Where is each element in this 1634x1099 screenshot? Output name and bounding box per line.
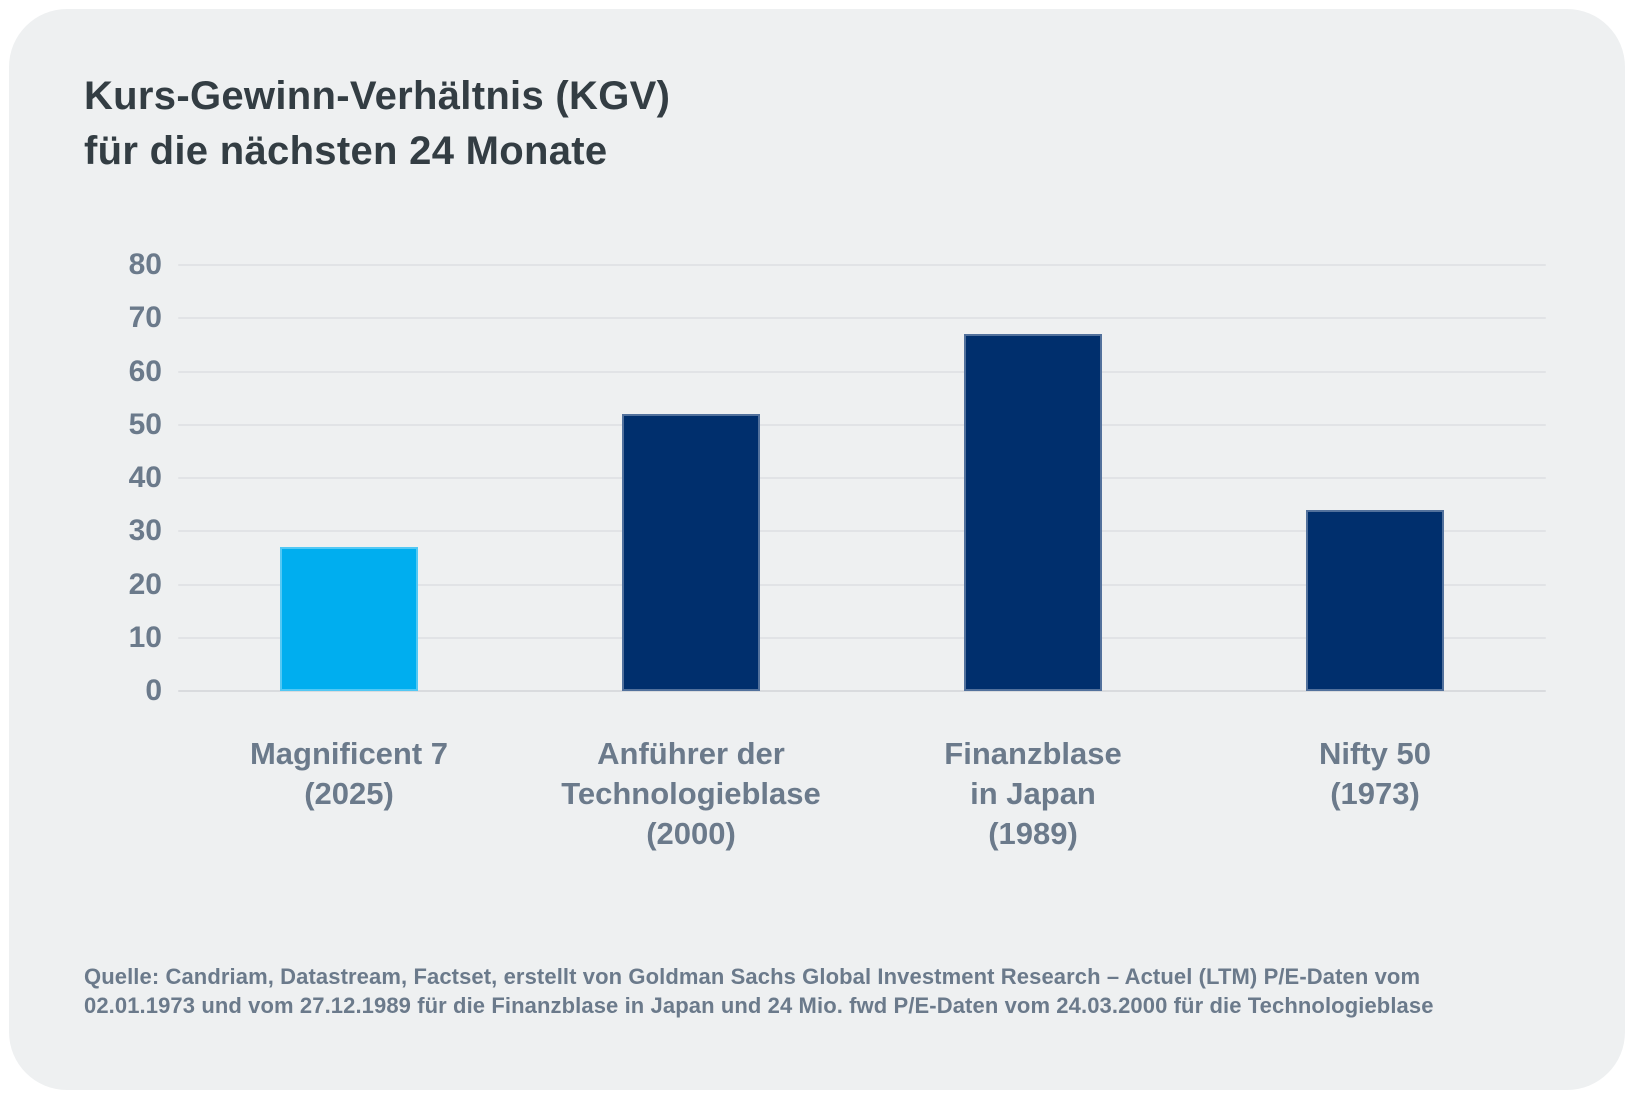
gridline-30 <box>178 530 1546 533</box>
y-tick-label-30: 30 <box>128 514 162 548</box>
source-note: Quelle: Candriam, Datastream, Factset, e… <box>84 964 1434 1018</box>
gridline-0 <box>178 690 1546 692</box>
bar-1 <box>280 547 418 691</box>
y-tick-label-20: 20 <box>128 567 162 601</box>
y-tick-label-60: 60 <box>128 354 162 388</box>
y-tick-label-40: 40 <box>128 461 162 494</box>
x-category-label-4: Nifty 50 (1973) <box>1319 736 1431 811</box>
gridline-60 <box>178 370 1546 373</box>
x-category-label-2: Anführer der Technologieblase (2000) <box>561 736 821 851</box>
y-tick-label-80: 80 <box>128 248 162 281</box>
y-tick-label-70: 70 <box>128 301 162 335</box>
gridline-70 <box>178 317 1546 320</box>
bar-2 <box>622 414 760 691</box>
y-tick-label-50: 50 <box>128 407 162 441</box>
bar-3 <box>964 334 1102 691</box>
gridline-10 <box>178 636 1546 639</box>
gridline-20 <box>178 583 1546 586</box>
x-category-label-3: Finanzblase in Japan (1989) <box>944 736 1122 851</box>
chart-title: Kurs-Gewinn-Verhältnis (KGV) für die näc… <box>84 74 671 173</box>
y-tick-label-0: 0 <box>145 674 162 707</box>
gridline-50 <box>178 423 1546 426</box>
x-category-label-1: Magnificent 7 (2025) <box>249 736 449 811</box>
y-tick-label-10: 10 <box>128 620 162 654</box>
bar-4 <box>1306 509 1444 691</box>
gridline-80 <box>178 264 1546 266</box>
gridline-40 <box>178 477 1546 479</box>
